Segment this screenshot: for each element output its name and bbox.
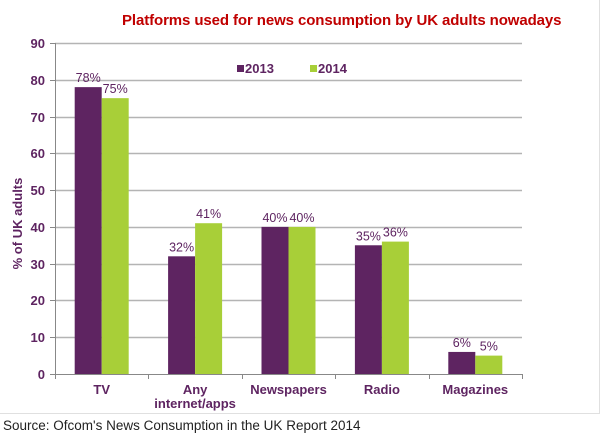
y-tick-label: 50 [31,183,45,198]
y-tick-label: 30 [31,257,45,272]
legend-swatch-2014 [310,65,317,72]
bar-2013-4 [448,351,476,374]
y-tick-label: 80 [31,73,45,88]
x-tick-label: Any [183,382,208,397]
source-note: Source: Ofcom's News Consumption in the … [3,418,361,433]
data-label-2013-0: 78% [76,71,101,85]
bar-2014-0 [101,98,129,375]
bar-2013-2 [261,226,289,374]
y-tick-label: 40 [31,220,45,235]
data-label-2014-4: 5% [480,340,498,354]
data-label-2013-1: 32% [169,240,194,254]
data-label-2013-3: 35% [356,229,381,243]
y-tick-label: 70 [31,110,45,125]
bar-2013-1 [168,256,196,374]
data-label-2014-0: 75% [103,82,128,96]
legend-swatch-2013 [237,65,244,72]
bar-2013-0 [74,87,102,374]
data-label-2014-2: 40% [289,211,314,225]
x-tick-label: TV [93,382,110,397]
bar-2014-4 [475,355,503,374]
x-tick-label: Radio [364,382,400,397]
bar-2014-2 [288,226,316,374]
data-label-2013-4: 6% [453,336,471,350]
y-tick-label: 90 [31,36,45,51]
x-tick-label: Newspapers [250,382,327,397]
data-label-2014-3: 36% [383,226,408,240]
x-tick-label: Magazines [442,382,508,397]
y-tick-label: 0 [38,367,45,382]
legend-label-2013: 2013 [245,61,274,76]
chart-title: Platforms used for news consumption by U… [122,12,562,29]
chart-frame [0,0,600,414]
y-tick-label: 20 [31,293,45,308]
bar-2013-3 [354,245,382,374]
y-tick-label: 10 [31,330,45,345]
data-label-2013-2: 40% [262,211,287,225]
bar-2014-3 [381,241,409,374]
y-axis-label: % of UK adults [10,178,25,270]
x-tick-label: internet/apps [154,396,236,411]
y-tick-label: 60 [31,146,45,161]
legend-label-2014: 2014 [318,61,348,76]
data-label-2014-1: 41% [196,207,221,221]
bar-2014-1 [195,223,223,374]
